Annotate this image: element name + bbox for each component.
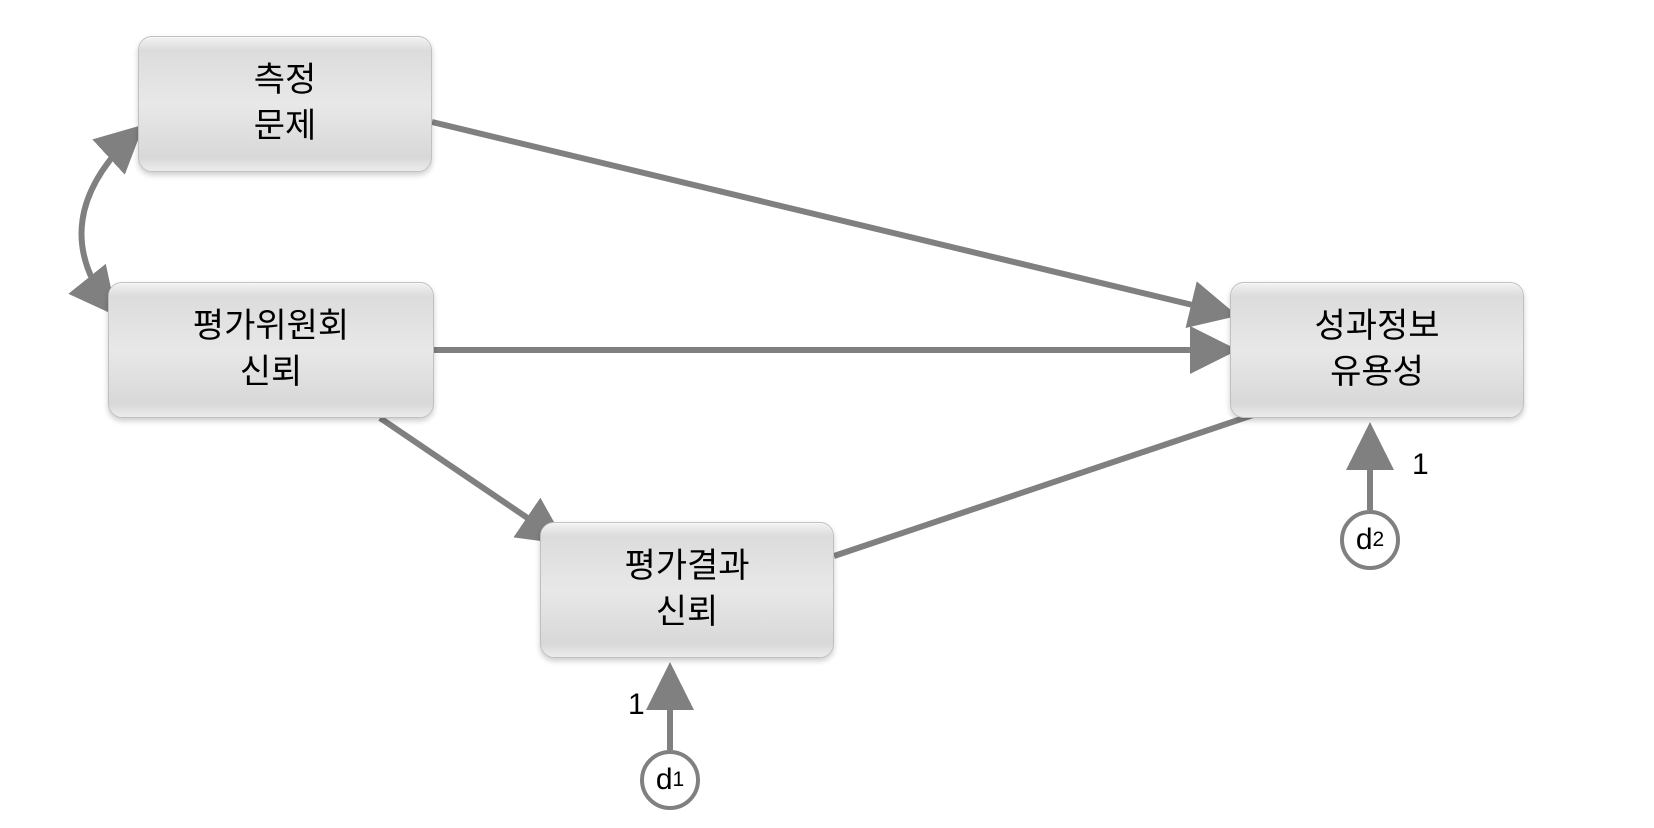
disturbance-d2: d2 — [1340, 510, 1400, 570]
disturbance-d1: d1 — [640, 750, 700, 810]
node-measure: 측정 문제 — [138, 36, 432, 172]
node-result-line2: 신뢰 — [656, 590, 719, 636]
node-utility-line2: 유용성 — [1330, 350, 1424, 396]
edge-measure-to-utility — [432, 122, 1230, 314]
d2-coef: 1 — [1412, 448, 1429, 482]
d2-label-sub: 2 — [1373, 528, 1385, 552]
node-utility: 성과정보 유용성 — [1230, 282, 1524, 418]
d1-label-sub: 1 — [673, 768, 685, 792]
node-measure-line1: 측정 — [254, 58, 317, 104]
node-result: 평가결과 신뢰 — [540, 522, 834, 658]
node-committee: 평가위원회 신뢰 — [108, 282, 434, 418]
d1-label-main: d — [656, 763, 673, 797]
node-utility-line1: 성과정보 — [1314, 304, 1439, 350]
edge-committee-to-result — [380, 418, 560, 540]
d1-coef: 1 — [628, 688, 645, 722]
d2-label-main: d — [1356, 523, 1373, 557]
edge-result-to-utility — [834, 414, 1256, 556]
node-committee-line2: 신뢰 — [240, 350, 303, 396]
node-measure-line2: 문제 — [254, 104, 317, 150]
node-committee-line1: 평가위원회 — [193, 304, 349, 350]
node-result-line1: 평가결과 — [624, 544, 749, 590]
